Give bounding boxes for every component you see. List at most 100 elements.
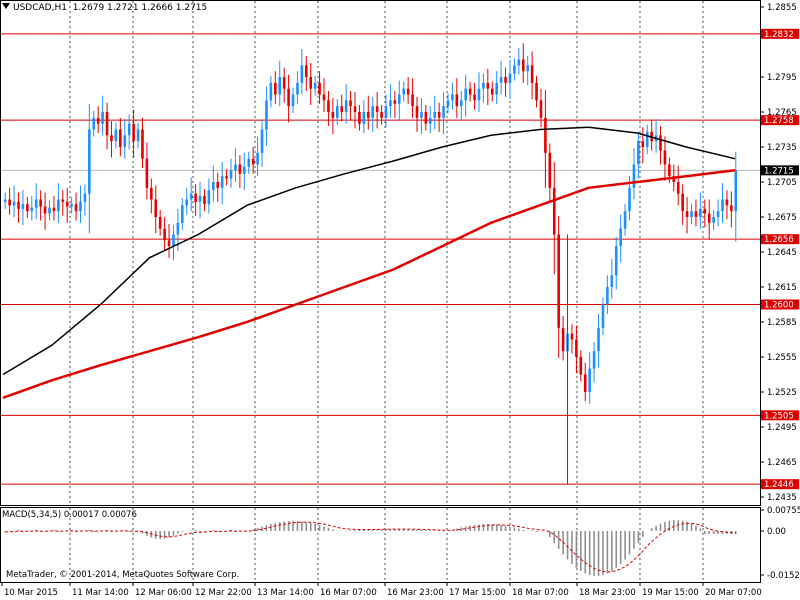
time-label: 10 Mar 2015 [4,588,58,598]
candle-body [703,208,707,214]
price-label: 1.2675 [767,213,797,223]
price-label: 1.2525 [767,388,797,398]
macd-label: MACD(5,34,5) 0.00017 0.00076 [2,510,137,520]
candle-body [473,94,476,101]
candle-body [198,196,202,202]
candle-body [21,204,25,209]
candle-body [725,199,729,206]
candle-body [238,164,242,174]
candle-body [247,158,251,167]
level-price-tag [761,234,799,245]
candle-body [579,357,583,375]
candle-body [43,206,47,214]
price-label: 1.2855 [767,3,797,13]
candle-body [123,135,127,147]
candle-body [265,100,268,130]
candle-body [411,94,414,107]
candle-body [52,207,56,212]
candle-body [114,129,118,142]
candle-body [707,213,711,223]
vertical-grid [69,1,704,582]
candle-body [26,204,29,212]
candle-body [154,199,158,217]
candle-body [17,201,20,209]
time-label: 12 Mar 22:00 [195,588,252,598]
candle-body [185,199,189,206]
candle-body [539,100,543,118]
level-price-label: 1.2505 [764,411,794,421]
candle-body [734,170,738,212]
candle-body [335,106,339,118]
candle-body [428,117,432,124]
candle-body [663,150,667,165]
candle-body [464,88,467,101]
candle-body [110,135,113,142]
level-price-tag [761,115,799,126]
candle-body [375,106,379,112]
candle-body [424,112,428,124]
candle-body [406,88,410,95]
candle-body [322,94,326,101]
candle-body [451,94,454,101]
candle-body [371,106,375,118]
candle-body [504,77,507,83]
candle-body [229,170,233,179]
macd-indicator [4,520,737,576]
candle-body [628,187,631,212]
candle-body [583,374,587,392]
candle-body [207,190,211,205]
price-pane[interactable] [0,0,761,506]
candle-body [592,351,596,369]
candle-body [282,77,286,89]
level-price-label: 1.2600 [764,301,794,311]
candle-body [632,164,636,188]
candle-body [645,131,649,147]
candle-body [544,117,547,153]
candle-body [712,217,715,223]
candle-body [194,193,197,202]
candle-body [163,228,166,241]
candle-body [318,82,321,95]
candle-body [389,100,392,107]
level-price-label: 1.2832 [764,30,794,40]
candle-body [340,106,344,112]
candle-body [349,100,352,107]
candle-body [721,199,724,212]
candle-body [548,152,552,188]
candle-body [668,164,671,177]
candle-body [676,182,680,194]
candle-body [260,129,264,153]
price-label: 1.2615 [767,283,797,293]
candle-body [681,193,684,212]
moving-averages [2,126,736,399]
price-label: 1.2765 [767,108,797,118]
chevron-down-icon[interactable] [2,3,10,9]
price-axis[interactable]: 1.2855 1.2795 1.2765 1.2735 1.2705 1.2675 1.26… [760,3,800,581]
candle-body [309,77,313,89]
candle-body [65,201,69,207]
candle-body [526,65,529,72]
candle-body [614,246,618,276]
candle-body [694,211,698,217]
candle-body [415,106,419,118]
candle-body [243,166,246,174]
candle-body [588,368,591,392]
candlesticks [3,43,738,485]
candle-body [455,94,459,107]
macd-axis-label: 0.00 [767,527,786,537]
candle-body [442,106,445,118]
candle-body [730,205,733,212]
candle-body [420,112,423,118]
candle-body [225,176,228,179]
ohlc-values: 1.2679 1.2721 1.2666 1.2715 [72,3,208,13]
time-axis[interactable]: 10 Mar 2015 11 Mar 14:00 12 Mar 06:00 12 Ma… [1,582,762,598]
candle-body [83,193,87,202]
time-label: 19 Mar 15:00 [642,588,699,598]
price-label: 1.2705 [767,178,797,188]
time-label: 16 Mar 23:00 [387,588,444,598]
time-label: 20 Mar 07:00 [705,588,762,598]
candle-body [344,100,348,112]
